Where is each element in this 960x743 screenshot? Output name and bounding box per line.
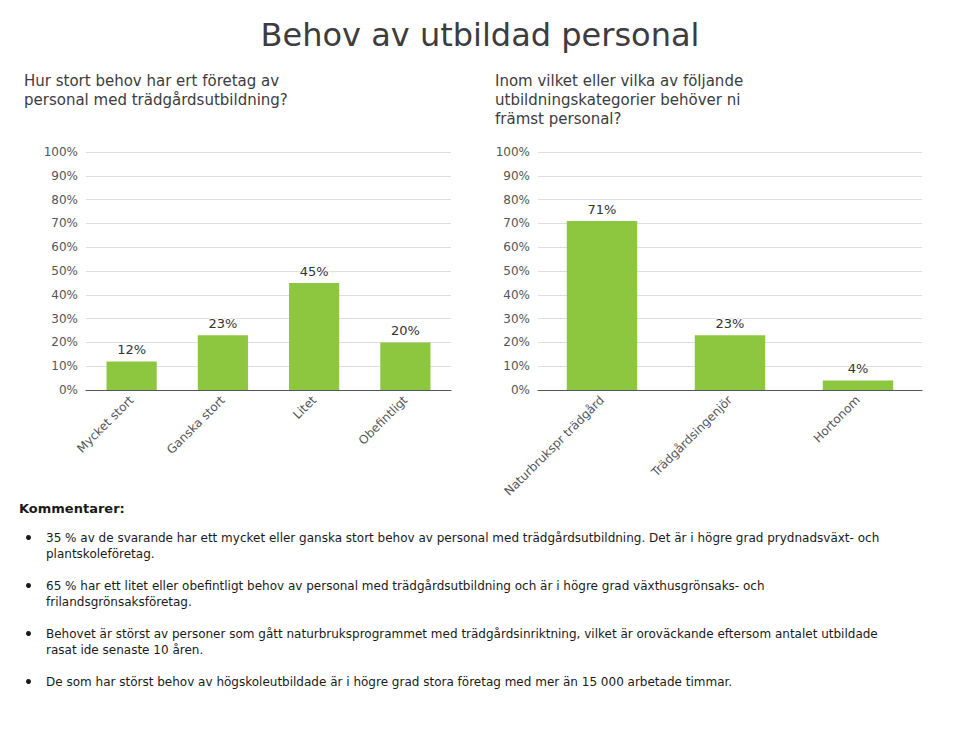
svg-text:0%: 0% — [59, 383, 78, 397]
svg-text:60%: 60% — [503, 240, 530, 254]
svg-text:35 % av de svarande har ett my: 35 % av de svarande har ett mycket eller… — [46, 531, 883, 545]
svg-text:De som har störst behov av hög: De som har störst behov av högskoleutbil… — [46, 675, 732, 689]
svg-text:Ganska stort: Ganska stort — [164, 393, 228, 457]
svg-text:4%: 4% — [848, 361, 869, 376]
svg-text:90%: 90% — [51, 169, 78, 183]
svg-text:Kommentarer:: Kommentarer: — [19, 501, 125, 516]
svg-text:personal med trädgårdsutbildni: personal med trädgårdsutbildning? — [24, 91, 288, 109]
svg-text:50%: 50% — [51, 264, 78, 278]
svg-text:60%: 60% — [51, 240, 78, 254]
svg-text:12%: 12% — [117, 342, 146, 357]
svg-text:0%: 0% — [511, 383, 530, 397]
svg-text:45%: 45% — [300, 264, 329, 279]
svg-text:utbildningskategorier behöver: utbildningskategorier behöver ni — [495, 91, 740, 109]
svg-text:Litet: Litet — [290, 393, 319, 422]
svg-text:71%: 71% — [588, 202, 617, 217]
svg-text:20%: 20% — [391, 323, 420, 338]
svg-text:Obefintligt: Obefintligt — [356, 393, 411, 448]
svg-text:80%: 80% — [503, 193, 530, 207]
svg-text:70%: 70% — [51, 216, 78, 230]
svg-text:främst personal?: främst personal? — [495, 110, 621, 128]
svg-text:100%: 100% — [44, 145, 78, 159]
svg-text:Hur stort behov har ert företa: Hur stort behov har ert företag av — [24, 72, 279, 90]
svg-text:20%: 20% — [51, 335, 78, 349]
svg-text:10%: 10% — [51, 359, 78, 373]
svg-text:rasat ide senaste 10 åren.: rasat ide senaste 10 åren. — [46, 643, 203, 657]
svg-text:Behov av utbildad personal: Behov av utbildad personal — [261, 16, 700, 54]
svg-text:30%: 30% — [503, 312, 530, 326]
svg-text:Naturbrukspr trädgård: Naturbrukspr trädgård — [502, 393, 607, 498]
svg-text:65 % har ett litet eller obefi: 65 % har ett litet eller obefintligt beh… — [46, 579, 768, 593]
svg-text:100%: 100% — [496, 145, 530, 159]
svg-text:Behovet är störst av personer: Behovet är störst av personer som gått n… — [46, 627, 882, 641]
svg-text:80%: 80% — [51, 193, 78, 207]
svg-text:90%: 90% — [503, 169, 530, 183]
svg-text:20%: 20% — [503, 335, 530, 349]
svg-text:Inom vilket eller vilka av föl: Inom vilket eller vilka av följande — [495, 72, 743, 90]
svg-text:23%: 23% — [716, 316, 745, 331]
svg-text:30%: 30% — [51, 312, 78, 326]
svg-text:frilandsgrönsaksföretag.: frilandsgrönsaksföretag. — [46, 595, 192, 609]
svg-text:Hortonom: Hortonom — [811, 393, 863, 445]
svg-text:plantskoleföretag.: plantskoleföretag. — [46, 547, 155, 561]
svg-text:Trädgårdsingenjör: Trädgårdsingenjör — [648, 393, 735, 480]
svg-text:70%: 70% — [503, 216, 530, 230]
svg-text:Mycket stort: Mycket stort — [74, 393, 137, 456]
svg-text:10%: 10% — [503, 359, 530, 373]
svg-text:23%: 23% — [208, 316, 237, 331]
svg-text:50%: 50% — [503, 264, 530, 278]
svg-text:40%: 40% — [503, 288, 530, 302]
svg-text:40%: 40% — [51, 288, 78, 302]
